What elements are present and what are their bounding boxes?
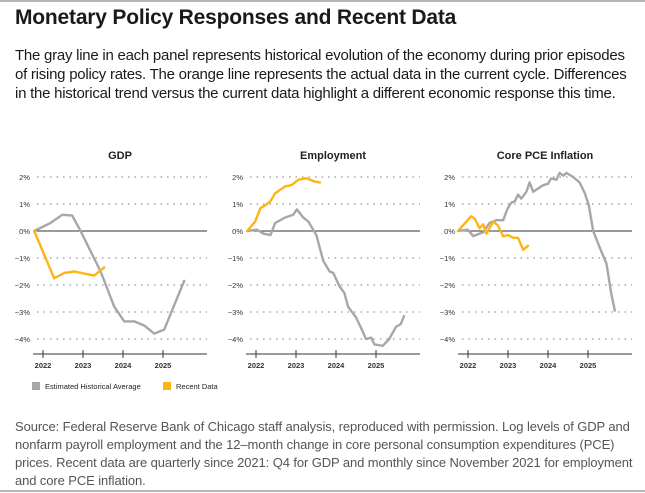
- y-tick-label: −2%: [440, 281, 456, 290]
- y-tick-label: −1%: [228, 254, 244, 263]
- source-note: Source: Federal Reserve Bank of Chicago …: [15, 419, 633, 488]
- y-tick-label: −1%: [440, 254, 456, 263]
- chart-panel-0: GDP 2% 1% 0% −1% −2% −3% −4% 2022 2023 2024 2025: [15, 150, 207, 370]
- x-tick-label: 2022: [248, 361, 265, 370]
- y-tick-label: 2%: [19, 173, 30, 182]
- chart-panel-1: Employment 2% 1% 0% −1% −2% −3% −4% 2022 2023 2024…: [228, 150, 420, 370]
- x-tick-label: 2024: [115, 361, 133, 370]
- bottom-border: [0, 490, 645, 492]
- y-tick-label: 0%: [232, 227, 243, 236]
- legend-swatch: [163, 382, 171, 390]
- y-tick-label: −3%: [440, 308, 456, 317]
- page-title: Monetary Policy Responses and Recent Dat…: [15, 6, 457, 29]
- x-tick-label: 2024: [540, 361, 558, 370]
- legend-swatch: [32, 382, 40, 390]
- y-tick-label: −4%: [228, 335, 244, 344]
- recent-data-line: [456, 214, 530, 252]
- legend-label: Estimated Historical Average: [45, 382, 141, 391]
- y-tick-label: −2%: [15, 281, 31, 290]
- chart-title: GDP: [108, 150, 132, 162]
- recent-data-line: [33, 229, 106, 280]
- y-tick-label: 0%: [444, 227, 455, 236]
- x-tick-label: 2023: [75, 361, 92, 370]
- x-tick-label: 2022: [460, 361, 477, 370]
- recent-data-line: [245, 177, 322, 233]
- y-tick-label: −3%: [228, 308, 244, 317]
- description: The gray line in each panel represents h…: [15, 47, 627, 102]
- historical-average-line: [33, 213, 186, 335]
- y-tick-label: 2%: [232, 173, 243, 182]
- historical-average-line: [456, 171, 616, 312]
- chart-title: Employment: [300, 150, 366, 162]
- y-tick-label: −2%: [228, 281, 244, 290]
- y-tick-label: −1%: [15, 254, 31, 263]
- x-tick-label: 2024: [328, 361, 346, 370]
- y-tick-label: 0%: [19, 227, 30, 236]
- y-tick-label: −3%: [15, 308, 31, 317]
- y-tick-label: 1%: [444, 200, 455, 209]
- y-tick-label: −4%: [15, 335, 31, 344]
- x-tick-label: 2023: [288, 361, 305, 370]
- y-tick-label: 2%: [444, 173, 455, 182]
- y-tick-label: 1%: [232, 200, 243, 209]
- historical-average-line: [245, 208, 406, 347]
- x-tick-label: 2023: [500, 361, 517, 370]
- chart-panel-2: Core PCE Inflation 2% 1% 0% −1% −2% −3% −4% 2022…: [440, 150, 632, 370]
- x-tick-label: 2025: [155, 361, 172, 370]
- y-tick-label: −4%: [440, 335, 456, 344]
- x-tick-label: 2025: [580, 361, 597, 370]
- x-tick-label: 2025: [368, 361, 385, 370]
- x-tick-label: 2022: [35, 361, 52, 370]
- legend: Estimated Historical Average Recent Data: [32, 382, 219, 391]
- chart-title: Core PCE Inflation: [497, 150, 594, 162]
- legend-label: Recent Data: [176, 382, 219, 391]
- y-tick-label: 1%: [19, 200, 30, 209]
- top-border: [0, 0, 645, 2]
